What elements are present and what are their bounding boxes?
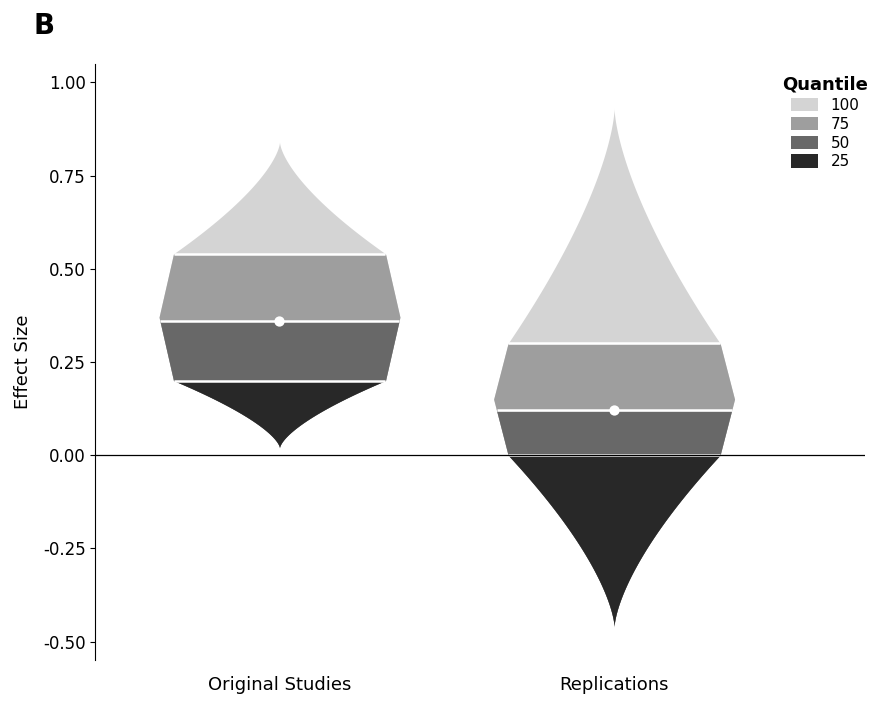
Text: B: B (34, 12, 55, 40)
Legend: 100, 75, 50, 25: 100, 75, 50, 25 (778, 72, 873, 174)
Point (607, 405, 621, 416)
Point (273, 315, 287, 326)
Y-axis label: Effect Size: Effect Size (14, 314, 32, 409)
